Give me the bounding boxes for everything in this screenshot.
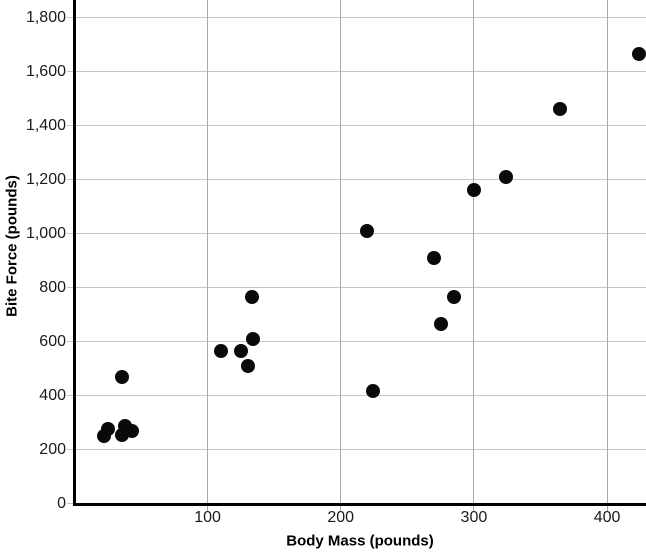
data-point xyxy=(213,343,228,358)
x-tick-label: 300 xyxy=(460,509,488,526)
y-tick-label: 1,000 xyxy=(25,225,66,242)
y-gridline xyxy=(67,17,646,18)
y-gridline xyxy=(67,125,646,126)
data-point xyxy=(446,289,461,304)
data-point xyxy=(632,46,646,61)
data-point xyxy=(100,422,115,437)
data-point xyxy=(245,331,260,346)
y-tick-label: 1,800 xyxy=(25,9,66,26)
y-tick-label: 600 xyxy=(39,333,66,350)
y-gridline xyxy=(67,233,646,234)
data-point xyxy=(466,183,481,198)
data-point xyxy=(553,102,568,117)
data-point xyxy=(240,358,255,373)
data-point xyxy=(360,223,375,238)
x-gridline xyxy=(473,0,475,512)
y-gridline xyxy=(67,341,646,342)
x-tick-label: 100 xyxy=(194,509,221,526)
data-point xyxy=(433,316,448,331)
y-tick-label: 800 xyxy=(39,279,66,296)
data-point xyxy=(244,289,259,304)
y-axis-line xyxy=(73,0,76,506)
x-gridline xyxy=(340,0,342,512)
x-tick-label: 400 xyxy=(593,509,621,526)
data-point xyxy=(124,424,139,439)
y-axis-title: Bite Force (pounds) xyxy=(3,175,21,317)
y-tick-label: 1,600 xyxy=(25,63,66,80)
y-tick-label: 0 xyxy=(57,495,66,512)
x-axis-line xyxy=(73,503,646,506)
data-point xyxy=(115,369,130,384)
x-gridline xyxy=(207,0,209,512)
x-tick-label: 200 xyxy=(327,509,355,526)
data-point xyxy=(426,250,441,265)
x-gridline xyxy=(606,0,608,512)
y-gridline xyxy=(67,179,646,180)
y-tick-label: 1,200 xyxy=(25,171,66,188)
data-point xyxy=(233,343,248,358)
y-tick-label: 400 xyxy=(39,387,66,404)
data-point xyxy=(365,384,380,399)
y-gridline xyxy=(67,395,646,396)
y-gridline xyxy=(67,71,646,72)
x-axis-title: Body Mass (pounds) xyxy=(286,532,434,550)
y-gridline xyxy=(67,449,646,450)
y-tick-label: 200 xyxy=(39,441,66,458)
y-tick-label: 1,400 xyxy=(25,117,66,134)
data-point xyxy=(498,169,513,184)
y-gridline xyxy=(67,287,646,288)
